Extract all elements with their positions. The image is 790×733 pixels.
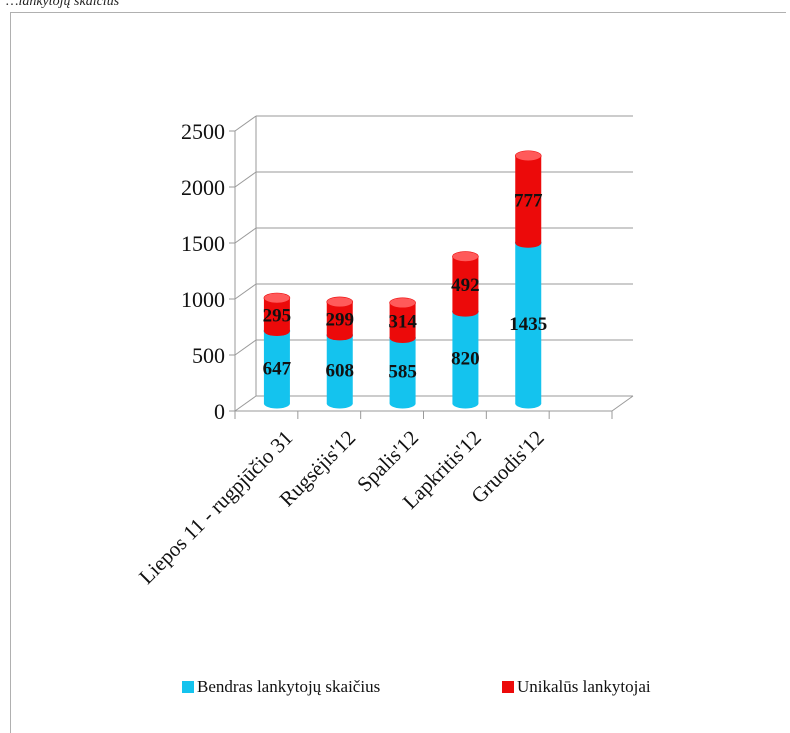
bar-unique (263, 292, 291, 337)
bar-unique (452, 251, 479, 317)
bar-total-body (263, 331, 290, 404)
gridline-depth (234, 171, 257, 188)
bar-total-body (515, 242, 542, 404)
gridline-depth (234, 227, 257, 244)
gridline-depth (234, 395, 257, 412)
chart-frame (10, 12, 786, 733)
data-label-unique: 777 (514, 190, 543, 211)
bar-unique (326, 296, 354, 341)
data-label-unique: 299 (326, 310, 355, 331)
bar-unique-top (326, 296, 354, 308)
axis-layer: 0 500 1000 1500 2000 2500 (181, 119, 634, 424)
bar-total-body (389, 337, 416, 404)
data-label-total: 820 (451, 349, 480, 370)
y-tick-label: 2500 (181, 119, 225, 144)
bar-unique (514, 150, 542, 248)
bar-unique-body (263, 297, 290, 332)
bar-layer (263, 150, 542, 409)
y-tick-label: 1500 (181, 231, 225, 256)
legend-item-total: Bendras lankytojų skaičius (182, 677, 380, 697)
y-tick-label: 500 (192, 343, 225, 368)
data-label-total: 585 (388, 362, 417, 383)
bar-unique-body (326, 301, 353, 336)
gridline-depth (234, 283, 257, 300)
data-label-total: 1435 (509, 314, 547, 335)
bar-unique-top (514, 150, 542, 162)
gridline-depth (234, 115, 257, 132)
bar-unique (389, 297, 416, 343)
data-label-total: 647 (263, 358, 292, 379)
bar-unique-body (452, 256, 479, 312)
x-category-label: Liepos 11 - rugpjūčio 31 (134, 426, 297, 589)
gridline-depth (234, 339, 257, 356)
y-tick-label: 0 (214, 399, 225, 424)
legend-swatch-total (182, 681, 194, 693)
data-label-unique: 492 (451, 275, 480, 296)
legend-item-unique: Unikalūs lankytojai (502, 677, 651, 697)
bar-total-body (452, 311, 479, 404)
data-label-unique: 314 (388, 311, 417, 332)
legend-swatch-unique (502, 681, 514, 693)
bar-total-body (326, 335, 353, 404)
data-label-total: 608 (326, 360, 355, 381)
bar-total (514, 237, 542, 409)
bar-unique-top (263, 292, 291, 304)
data-label-layer: 647 295 608 299 585 314 820 492 1435 777 (263, 190, 548, 382)
legend-label-total: Bendras lankytojų skaičius (197, 677, 381, 696)
bar-unique-top (389, 297, 416, 309)
legend-label-unique: Unikalūs lankytojai (517, 677, 651, 696)
category-label-layer: Liepos 11 - rugpjūčio 31Rugsėjis'12Spali… (134, 426, 549, 589)
floor-right-edge (611, 395, 634, 412)
bar-unique-body (389, 302, 416, 338)
bar-unique-top (452, 251, 479, 262)
y-tick-label: 2000 (181, 175, 225, 200)
data-label-unique: 295 (263, 306, 292, 327)
bar-unique-body (515, 155, 542, 243)
y-tick-label: 1000 (181, 287, 225, 312)
page-caption: …lankytojų skaičius (6, 0, 120, 9)
grid-layer (234, 115, 633, 412)
bar-total (389, 332, 416, 409)
